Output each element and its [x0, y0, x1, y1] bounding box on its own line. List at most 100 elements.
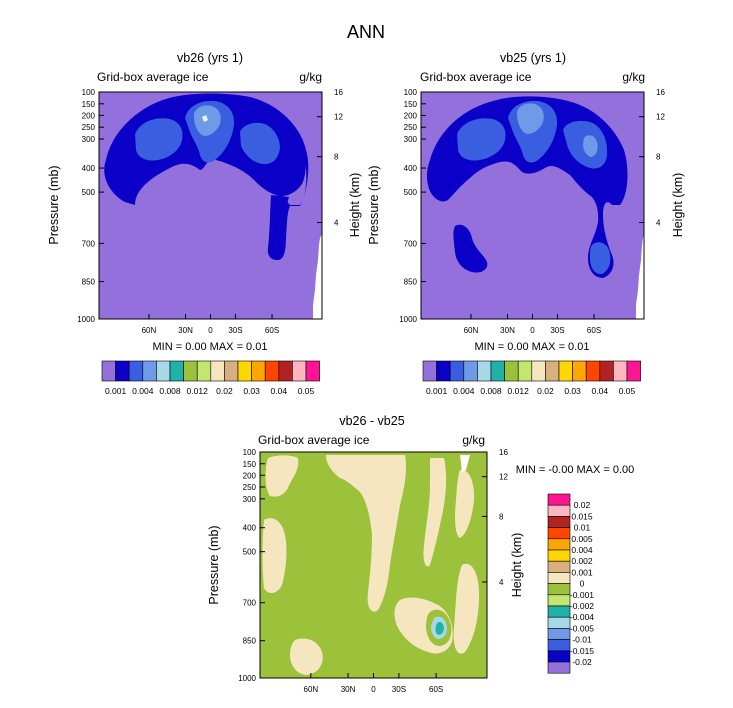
- colorbar-box: [278, 360, 293, 382]
- colorbar-box: [547, 583, 571, 596]
- colorbar-box: [169, 360, 184, 382]
- y-tick-label: 500: [82, 188, 96, 197]
- colorbar-box: [422, 360, 437, 382]
- contour-0-004: [194, 105, 221, 136]
- panel-vb25: vb25 (yrs 1) Grid-box average ice g/kg 1…: [367, 51, 685, 396]
- colorbar-box: [626, 360, 641, 382]
- contour-0-002: [135, 118, 183, 161]
- y-tick-label: 1000: [77, 315, 95, 324]
- y2-tick-label: 16: [334, 88, 343, 97]
- colorbar-label: 0.02: [537, 386, 554, 396]
- colorbar-box: [183, 360, 198, 382]
- panel-difference: vb26 - vb25 Grid-box average ice g/kg 10…: [207, 414, 634, 694]
- colorbar-box: [599, 360, 614, 382]
- y2-axis-label: Height (km): [671, 173, 685, 238]
- colorbar-box: [547, 594, 571, 607]
- min-max-text: MIN = -0.00 MAX = 0.00: [516, 464, 635, 476]
- colorbar-label: 0.03: [243, 386, 260, 396]
- colorbar-label: 0.05: [619, 386, 636, 396]
- x-tick-label: 30N: [500, 326, 515, 335]
- colorbar-box: [449, 360, 465, 382]
- colorbar-label: 0.03: [564, 386, 581, 396]
- x-tick-label: 30N: [341, 685, 356, 694]
- x-tick-label: 30S: [228, 326, 242, 335]
- y2-tick-label: 12: [656, 113, 665, 122]
- colorbar-box: [547, 493, 571, 506]
- page-title: ANN: [347, 22, 385, 42]
- panel-subtitle: Grid-box average ice: [258, 433, 370, 447]
- colorbar-box: [463, 360, 478, 382]
- colorbar: 0.001 0.004 0.008 0.012 0.02 0.03 0.04 0.05: [422, 360, 641, 396]
- colorbar-label: 0.012: [187, 386, 209, 396]
- colorbar-label: 0.05: [298, 386, 315, 396]
- panel-units: g/kg: [299, 70, 322, 84]
- y-tick-label: 400: [82, 164, 96, 173]
- min-max-text: MIN = 0.00 MAX = 0.01: [153, 341, 268, 353]
- colorbar-label: 0.008: [480, 386, 502, 396]
- colorbar-box: [547, 504, 571, 517]
- colorbar-box: [115, 360, 130, 382]
- colorbar-box: [237, 360, 252, 382]
- y-tick-label: 100: [82, 88, 96, 97]
- colorbar-box: [128, 360, 144, 382]
- colorbar-box: [547, 628, 571, 640]
- colorbar-label: 0.004: [453, 386, 475, 396]
- colorbar-box: [196, 360, 212, 382]
- y-axis-label: Pressure (mb): [207, 525, 221, 604]
- colorbar-box: [292, 360, 307, 382]
- panel-title: vb26 (yrs 1): [177, 51, 243, 65]
- y-tick-label: 250: [82, 123, 96, 132]
- y-tick-label: 200: [243, 471, 257, 480]
- colorbar-box: [224, 360, 239, 382]
- panel-vb26: vb26 (yrs 1) Grid-box average ice g/kg 1…: [47, 51, 362, 396]
- panel-title: vb25 (yrs 1): [500, 51, 566, 65]
- y2-axis-label: Height (km): [348, 173, 362, 238]
- y2-tick-label: 12: [334, 113, 343, 122]
- y2-tick-label: 16: [656, 88, 665, 97]
- colorbar-box: [547, 572, 571, 584]
- colorbar-box: [517, 360, 533, 382]
- colorbar-box: [436, 360, 451, 382]
- panel-subtitle: Grid-box average ice: [97, 70, 209, 84]
- y2-tick-label: 8: [499, 512, 504, 521]
- colorbar-box: [547, 560, 571, 573]
- y2-tick-label: 8: [334, 153, 339, 162]
- panel-units: g/kg: [622, 70, 645, 84]
- colorbar-box: [490, 360, 505, 382]
- colorbar-label: 0: [580, 579, 585, 589]
- colorbar-box: [547, 605, 571, 618]
- colorbar: 0.001 0.004 0.008 0.012 0.02 0.03 0.04 0.05: [101, 360, 320, 396]
- colorbar-box: [558, 360, 573, 382]
- colorbar-label: 0.015: [571, 511, 593, 521]
- y-tick-label: 400: [404, 164, 418, 173]
- y-tick-label: 700: [404, 239, 418, 248]
- x-tick-label: 60S: [587, 326, 601, 335]
- colorbar-box: [572, 360, 587, 382]
- colorbar-label: 0.004: [571, 545, 593, 555]
- colorbar-box: [547, 549, 571, 562]
- y-tick-label: 250: [404, 123, 418, 132]
- colorbar-box: [547, 616, 571, 629]
- colorbar-box: [251, 360, 266, 382]
- colorbar-box: [547, 516, 571, 528]
- y-tick-label: 700: [82, 239, 96, 248]
- y2-axis-label: Height (km): [510, 533, 524, 598]
- colorbar-box: [545, 360, 560, 382]
- x-tick-label: 60S: [265, 326, 279, 335]
- min-max-text: MIN = 0.00 MAX = 0.01: [475, 341, 590, 353]
- y2-tick-label: 12: [499, 473, 508, 482]
- y-axis-label: Pressure (mb): [367, 165, 381, 244]
- y-tick-label: 300: [243, 495, 257, 504]
- y-tick-label: 200: [404, 111, 418, 120]
- colorbar-label: 0.04: [592, 386, 609, 396]
- colorbar-label: 0.001: [105, 386, 127, 396]
- colorbar-box: [547, 661, 571, 674]
- x-tick-label: 60N: [142, 326, 157, 335]
- colorbar-box: [101, 360, 116, 382]
- colorbar-box: [585, 360, 601, 382]
- colorbar-box: [477, 360, 492, 382]
- contour-field: [99, 92, 322, 319]
- colorbar-label: 0.001: [426, 386, 448, 396]
